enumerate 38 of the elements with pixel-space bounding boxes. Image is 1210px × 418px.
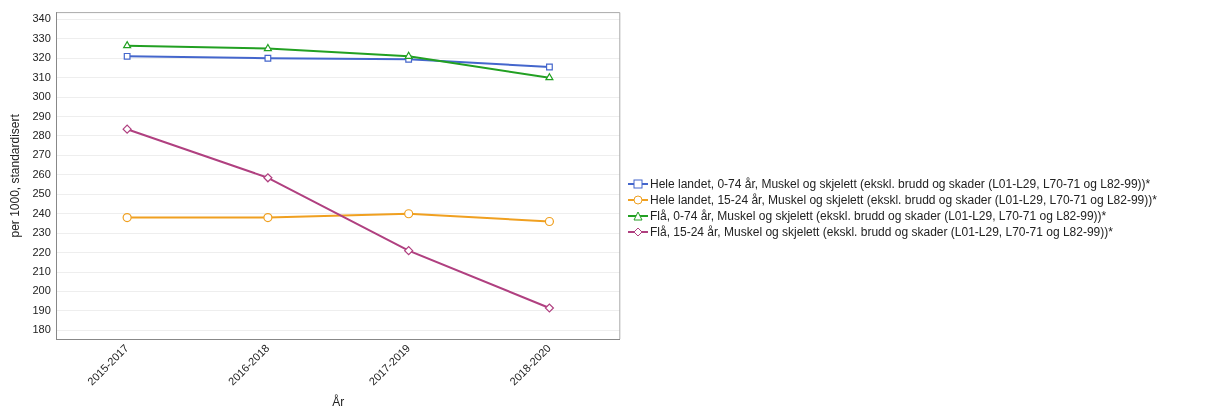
y-tick-label: 200 [32, 284, 51, 297]
point [123, 41, 132, 49]
y-tick-label: 330 [32, 31, 51, 44]
y-axis-title: per 1000, standardisert [7, 113, 22, 238]
point [263, 43, 272, 52]
y-tick-label: 290 [32, 109, 51, 122]
point [545, 73, 554, 81]
legend-label: Hele landet, 0-74 år, Muskel og skjelett (ekskl. brudd og skader (L01-L29, L70-71 og L82-99))* [650, 176, 1151, 192]
y-tick-label: 180 [32, 323, 51, 336]
point [123, 52, 131, 60]
point [122, 213, 132, 223]
point [404, 209, 414, 219]
y-tick-label: 310 [32, 70, 51, 83]
point [404, 246, 414, 256]
y-tick-label: 240 [32, 206, 51, 219]
y-tick-label: 300 [32, 90, 51, 103]
y-tick-label: 250 [32, 187, 51, 200]
point [122, 124, 132, 134]
legend-label: Hele landet, 15-24 år, Muskel og skjelett (ekskl. brudd og skader (L01-L29, L70-71 og L82-99))* [650, 192, 1157, 208]
point [263, 213, 273, 223]
point [544, 216, 555, 227]
y-tick-label: 280 [32, 129, 51, 142]
legend-label: Flå, 15-24 år, Muskel og skjelett (ekskl. brudd og skader (L01-L29, L70-71 og L82-99))* [650, 224, 1113, 240]
x-axis-title: År [332, 394, 345, 410]
point [545, 63, 553, 71]
point [263, 173, 273, 183]
y-tick-label: 270 [32, 148, 51, 161]
y-tick-label: 320 [32, 51, 51, 64]
y-tick-label: 260 [32, 167, 51, 180]
point [544, 303, 555, 313]
y-tick-label: 210 [32, 265, 51, 278]
y-tick-label: 190 [32, 303, 51, 316]
point [404, 51, 413, 59]
y-tick-label: 340 [32, 12, 51, 25]
legend-label: Flå, 0-74 år, Muskel og skjelett (ekskl. brudd og skader (L01-L29, L70-71 og L82-99))* [650, 208, 1107, 224]
y-tick-label: 220 [32, 245, 51, 258]
point [264, 54, 272, 62]
y-tick-label: 230 [32, 226, 51, 239]
